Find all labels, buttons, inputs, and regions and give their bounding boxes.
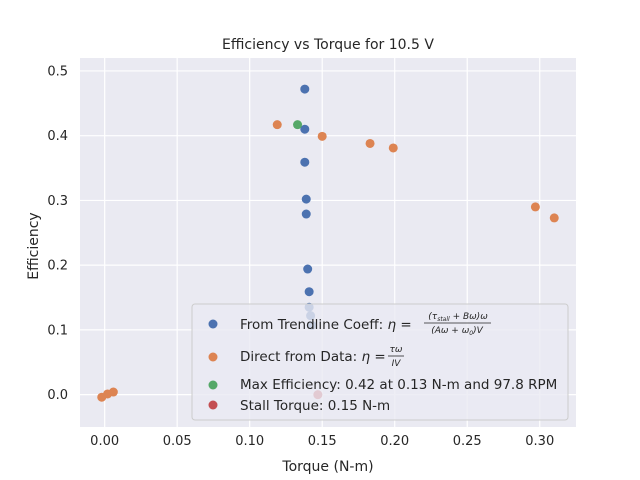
- legend-direct-denominator: IV: [392, 359, 402, 369]
- y-tick-label: 0.5: [47, 64, 68, 79]
- legend-label-trendline: From Trendline Coeff: η =: [240, 317, 412, 333]
- legend-marker-stall: [208, 400, 218, 410]
- point-direct: [549, 213, 559, 223]
- point-trendline: [304, 287, 314, 297]
- legend-direct-numerator: τω: [390, 345, 403, 355]
- x-axis-label: Torque (N-m): [281, 459, 373, 475]
- point-trendline: [303, 264, 313, 274]
- y-tick-label: 0.3: [47, 194, 68, 209]
- legend-marker-direct: [208, 352, 218, 362]
- legend-trendline-prefix: From Trendline Coeff:: [240, 317, 387, 333]
- x-tick-label: 0.00: [90, 434, 119, 449]
- x-tick-label: 0.20: [380, 434, 409, 449]
- point-direct: [272, 120, 282, 130]
- x-tick-label: 0.05: [163, 434, 192, 449]
- point-direct: [108, 387, 118, 397]
- x-tick-label: 0.10: [235, 434, 264, 449]
- point-trendline: [300, 84, 310, 94]
- legend-box: [191, 303, 569, 421]
- point-max: [293, 120, 303, 130]
- y-tick-label: 0.2: [47, 259, 68, 274]
- y-tick-labels: 0.0 0.1 0.2 0.3 0.4 0.5: [47, 64, 68, 403]
- y-tick-label: 0.0: [47, 388, 68, 403]
- legend: From Trendline Coeff: η = (τstall + Bω)ω…: [191, 303, 569, 421]
- point-direct: [365, 138, 375, 148]
- legend-trendline-denominator: (Aω + ω0)V: [431, 326, 483, 337]
- legend-direct-eta: η =: [362, 349, 386, 365]
- y-tick-label: 0.1: [47, 323, 68, 338]
- point-trendline: [300, 157, 310, 167]
- y-axis-label: Efficiency: [26, 212, 42, 279]
- x-tick-labels: 0.00 0.05 0.10 0.15 0.20 0.25 0.30: [90, 434, 554, 449]
- chart-title: Efficiency vs Torque for 10.5 V: [222, 37, 434, 53]
- legend-label-stall: Stall Torque: 0.15 N-m: [240, 398, 390, 414]
- legend-label-max: Max Efficiency: 0.42 at 0.13 N-m and 97.…: [240, 377, 557, 393]
- x-tick-label: 0.25: [453, 434, 482, 449]
- legend-marker-max: [208, 380, 218, 390]
- point-trendline: [301, 194, 311, 204]
- legend-trendline-eta: η =: [387, 317, 411, 333]
- legend-label-direct: Direct from Data: η =: [240, 349, 386, 365]
- point-direct: [530, 202, 540, 212]
- x-tick-label: 0.15: [308, 434, 337, 449]
- legend-trendline-numerator: (τstall + Bω)ω: [428, 312, 488, 323]
- legend-marker-trendline: [208, 319, 218, 329]
- legend-direct-prefix: Direct from Data:: [240, 349, 362, 365]
- point-trendline: [301, 209, 311, 219]
- point-trendline: [300, 124, 310, 134]
- point-direct: [388, 143, 398, 153]
- y-tick-label: 0.4: [47, 129, 68, 144]
- point-direct: [317, 131, 327, 141]
- x-tick-label: 0.30: [525, 434, 554, 449]
